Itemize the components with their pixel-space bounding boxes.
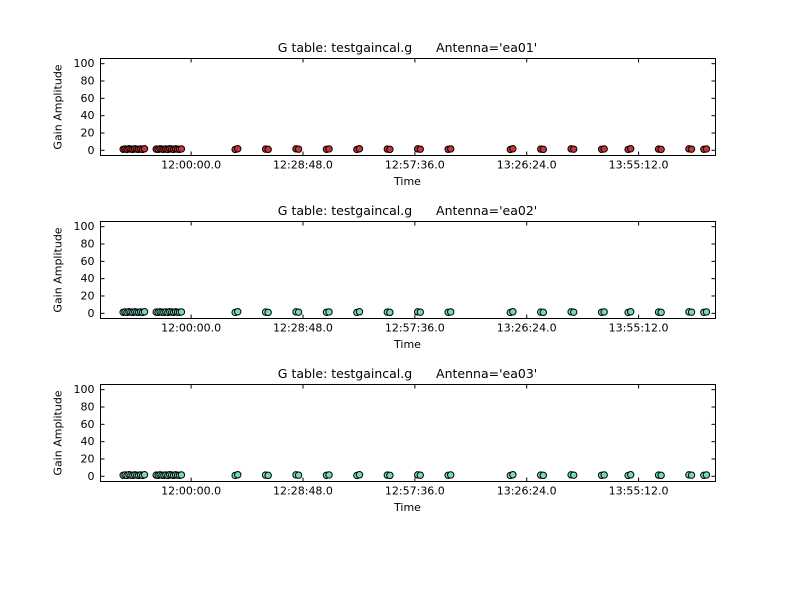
- svg-text:40: 40: [81, 109, 95, 122]
- plot-title: G table: testgaincal.g Antenna='ea03': [277, 366, 538, 381]
- svg-text:40: 40: [81, 272, 95, 285]
- svg-text:12:57:36.0: 12:57:36.0: [385, 322, 445, 335]
- subplot-ea01: 12:00:00.0 12:28:48.0 12:57:36.0 13:26:24.0…: [0, 40, 800, 203]
- svg-text:12:57:36.0: 12:57:36.0: [385, 485, 445, 498]
- svg-text:60: 60: [81, 418, 95, 431]
- svg-text:12:00:00.0: 12:00:00.0: [161, 322, 221, 335]
- svg-text:80: 80: [81, 75, 95, 88]
- svg-text:40: 40: [81, 435, 95, 448]
- svg-text:60: 60: [81, 255, 95, 268]
- svg-text:12:00:00.0: 12:00:00.0: [161, 159, 221, 172]
- plot-area-ea02: 12:00:00.0 12:28:48.0 12:57:36.0 13:26:24.0…: [74, 220, 716, 335]
- svg-text:100: 100: [74, 220, 95, 233]
- plot-title: G table: testgaincal.g Antenna='ea01': [277, 40, 538, 55]
- svg-text:0: 0: [88, 144, 95, 157]
- svg-text:100: 100: [74, 57, 95, 70]
- svg-text:13:26:24.0: 13:26:24.0: [497, 159, 557, 172]
- svg-text:12:57:36.0: 12:57:36.0: [385, 159, 445, 172]
- svg-text:20: 20: [81, 289, 95, 302]
- subplot-ea02: 12:00:00.0 12:28:48.0 12:57:36.0 13:26:24.0…: [0, 203, 800, 366]
- subplot-ea03: 12:00:00.0 12:28:48.0 12:57:36.0 13:26:24.0…: [0, 366, 800, 529]
- x-axis-label: Time: [394, 338, 421, 351]
- svg-text:20: 20: [81, 452, 95, 465]
- plot-area-ea01: 12:00:00.0 12:28:48.0 12:57:36.0 13:26:24.0…: [74, 57, 716, 172]
- svg-text:12:28:48.0: 12:28:48.0: [273, 159, 333, 172]
- svg-text:13:26:24.0: 13:26:24.0: [497, 322, 557, 335]
- y-axis-label: Gain Amplitude: [51, 227, 65, 313]
- svg-text:13:55:12.0: 13:55:12.0: [609, 322, 669, 335]
- x-axis-label: Time: [394, 175, 421, 188]
- y-axis-label: Gain Amplitude: [51, 390, 65, 476]
- svg-text:0: 0: [88, 470, 95, 483]
- svg-text:80: 80: [81, 238, 95, 251]
- x-axis-label: Time: [394, 501, 421, 514]
- svg-text:60: 60: [81, 92, 95, 105]
- svg-text:12:00:00.0: 12:00:00.0: [161, 485, 221, 498]
- svg-text:12:28:48.0: 12:28:48.0: [273, 485, 333, 498]
- plot-title: G table: testgaincal.g Antenna='ea02': [277, 203, 538, 218]
- svg-text:13:55:12.0: 13:55:12.0: [609, 485, 669, 498]
- svg-text:13:26:24.0: 13:26:24.0: [497, 485, 557, 498]
- svg-text:12:28:48.0: 12:28:48.0: [273, 322, 333, 335]
- plot-area-ea03: 12:00:00.0 12:28:48.0 12:57:36.0 13:26:24.0…: [74, 383, 716, 498]
- y-axis-label: Gain Amplitude: [51, 64, 65, 150]
- svg-text:80: 80: [81, 401, 95, 414]
- svg-text:100: 100: [74, 383, 95, 396]
- svg-text:0: 0: [88, 307, 95, 320]
- svg-text:20: 20: [81, 126, 95, 139]
- svg-text:13:55:12.0: 13:55:12.0: [609, 159, 669, 172]
